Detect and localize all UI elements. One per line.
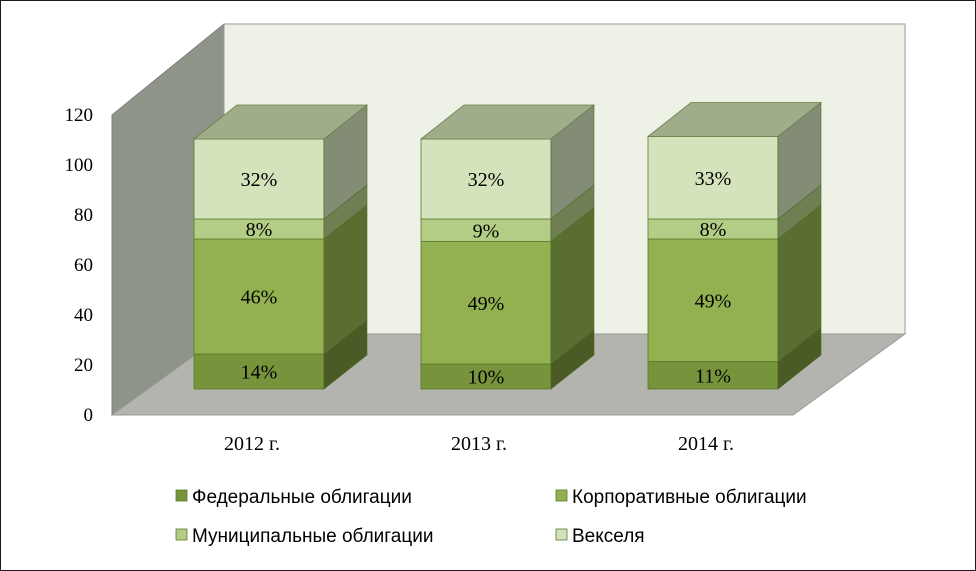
y-tick-label: 100 (65, 155, 94, 176)
legend-swatch (175, 528, 188, 541)
legend-label: Корпоративные облигации (572, 487, 807, 508)
bar-top-2012 (192, 104, 369, 140)
data-label: 11% (695, 365, 731, 387)
bar-segment-2-2012 (193, 238, 325, 355)
y-tick-label: 20 (74, 355, 93, 376)
data-label: 33% (695, 168, 732, 190)
bar-top-2013 (419, 104, 596, 140)
bar-segment-4-2014 (647, 136, 779, 220)
y-tick-label: 120 (65, 105, 94, 126)
data-label: 46% (241, 287, 278, 309)
legend-swatch (175, 489, 188, 502)
bar-segment-1-2014 (647, 361, 779, 390)
y-tick-label: 80 (74, 205, 93, 226)
data-label: 8% (246, 219, 273, 241)
legend-label: Муниципальные облигации (192, 526, 433, 547)
bar-segment-2-2013 (420, 241, 552, 365)
legend-swatch (555, 489, 568, 502)
bar-segment-4-2013 (420, 138, 552, 220)
x-category-label: 2013 г. (451, 433, 507, 455)
bar-top-2014 (646, 102, 823, 137)
bar-segment-4-2012 (193, 138, 325, 220)
data-label: 10% (468, 367, 505, 389)
data-label: 49% (695, 290, 732, 312)
x-category-label: 2014 г. (678, 433, 734, 455)
data-label: 9% (473, 220, 500, 242)
data-label: 32% (241, 169, 278, 191)
legend-label: Векселя (572, 526, 645, 547)
bar-segment-2-2014 (647, 238, 779, 362)
legend-swatch (555, 528, 568, 541)
data-label: 8% (700, 219, 727, 241)
y-tick-label: 60 (74, 255, 93, 276)
y-tick-label: 0 (84, 405, 94, 426)
data-label: 49% (468, 293, 505, 315)
y-tick-label: 40 (74, 305, 93, 326)
legend-label: Федеральные облигации (192, 487, 412, 508)
data-label: 32% (468, 169, 505, 191)
data-label: 14% (241, 362, 278, 384)
x-category-label: 2012 г. (224, 433, 280, 455)
